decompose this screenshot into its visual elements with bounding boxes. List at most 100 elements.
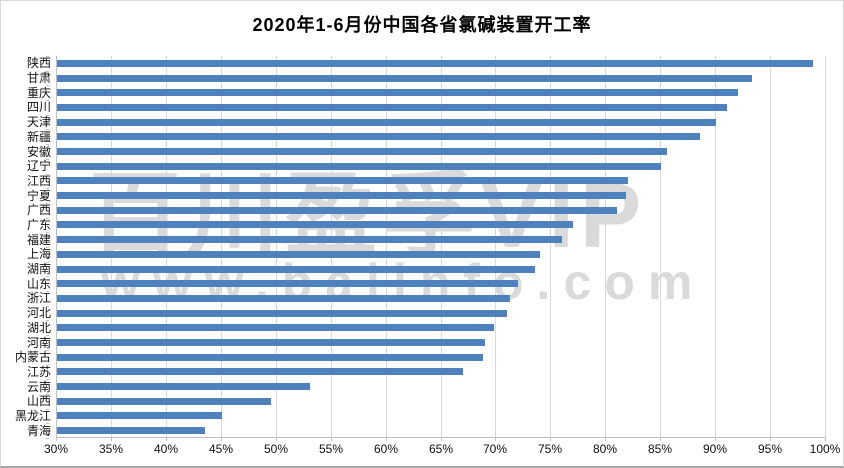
y-axis-label: 四川: [26, 100, 51, 114]
y-axis-label: 黑龙江: [14, 409, 51, 423]
x-axis-label: 50%: [263, 442, 289, 456]
x-axis-tick: [331, 438, 332, 441]
y-axis-label: 湖北: [26, 321, 51, 335]
y-axis-label: 云南: [26, 380, 51, 394]
x-axis-tick: [56, 438, 57, 441]
gridline: [660, 56, 661, 438]
gridline: [715, 56, 716, 438]
bar: [57, 310, 507, 317]
y-axis-tick: [46, 247, 49, 248]
bar: [57, 60, 813, 67]
y-axis-label: 宁夏: [26, 189, 51, 203]
bar: [57, 75, 752, 82]
y-axis-label: 福建: [26, 233, 51, 247]
y-axis-label: 安徽: [26, 145, 51, 159]
bar: [57, 266, 535, 273]
y-axis-tick: [46, 159, 49, 160]
gridline: [605, 56, 606, 438]
y-axis-label: 上海: [26, 247, 51, 261]
y-axis-tick: [46, 306, 49, 307]
y-axis-tick: [46, 129, 49, 130]
y-axis-line: [56, 56, 57, 438]
x-axis-label: 30%: [43, 442, 69, 456]
y-axis-label: 青海: [26, 424, 51, 438]
y-axis-tick: [46, 115, 49, 116]
x-axis-label: 35%: [98, 442, 124, 456]
x-axis-tick: [715, 438, 716, 441]
y-axis-label: 河北: [26, 306, 51, 320]
bar: [57, 133, 700, 140]
y-axis-label: 浙江: [26, 291, 51, 305]
x-axis-label: 40%: [153, 442, 179, 456]
x-axis-tick: [221, 438, 222, 441]
y-axis-labels: 陕西 甘肃 重庆 四川 天津 新疆 安徽 辽宁 江西 宁夏 广西 广东 福建 上海 湖南 山东 浙江 河北 湖北 河南…: [1, 56, 51, 439]
x-axis-tick: [660, 438, 661, 441]
bar: [57, 368, 463, 375]
y-axis-label: 山西: [26, 394, 51, 408]
gridline: [441, 56, 442, 438]
gridline: [495, 56, 496, 438]
x-axis-label: 85%: [647, 442, 673, 456]
bar: [57, 251, 540, 258]
bar: [57, 177, 628, 184]
x-axis-tick: [441, 438, 442, 441]
x-axis-label: 95%: [757, 442, 783, 456]
y-axis-label: 陕西: [26, 56, 51, 70]
bar: [57, 398, 271, 405]
y-axis-tick: [46, 262, 49, 263]
y-axis-label: 江苏: [26, 365, 51, 379]
y-axis-tick: [46, 350, 49, 351]
y-axis-tick: [46, 203, 49, 204]
y-axis-label: 甘肃: [26, 71, 51, 85]
x-axis-label: 75%: [537, 442, 563, 456]
y-axis-label: 河南: [26, 336, 51, 350]
y-axis-tick: [46, 365, 49, 366]
x-axis-tick: [770, 438, 771, 441]
bar: [57, 221, 573, 228]
y-axis-label: 内蒙古: [14, 350, 51, 364]
x-axis-label: 45%: [208, 442, 234, 456]
gridline: [770, 56, 771, 438]
chart-title: 2020年1-6月份中国各省氯碱装置开工率: [252, 15, 592, 35]
bar: [57, 207, 617, 214]
bar: [57, 148, 667, 155]
x-axis-tick: [386, 438, 387, 441]
bar: [57, 119, 716, 126]
y-axis-tick: [46, 335, 49, 336]
gridline: [221, 56, 222, 438]
x-axis-label: 80%: [592, 442, 618, 456]
y-axis-tick: [46, 144, 49, 145]
gridline: [111, 56, 112, 438]
bar: [57, 89, 738, 96]
x-axis-label: 65%: [428, 442, 454, 456]
bar: [57, 339, 485, 346]
bar: [57, 280, 518, 287]
bar: [57, 324, 494, 331]
y-axis-label: 广东: [26, 218, 51, 232]
x-axis-label: 70%: [482, 442, 508, 456]
y-axis-tick: [46, 394, 49, 395]
y-axis-label: 辽宁: [26, 159, 51, 173]
gridline: [166, 56, 167, 438]
y-axis-label: 新疆: [26, 130, 51, 144]
y-axis-tick: [46, 423, 49, 424]
y-axis-tick: [46, 188, 49, 189]
x-axis-tick: [111, 438, 112, 441]
y-axis-label: 山东: [26, 277, 51, 291]
x-axis-label: 100%: [809, 442, 841, 456]
bar: [57, 104, 727, 111]
bar: [57, 354, 483, 361]
gridline: [550, 56, 551, 438]
y-axis-tick: [46, 409, 49, 410]
x-axis-label: 90%: [702, 442, 728, 456]
bar: [57, 383, 310, 390]
plot-area: [56, 56, 826, 438]
gridline: [276, 56, 277, 438]
y-axis-tick: [46, 56, 49, 57]
y-axis-tick: [46, 218, 49, 219]
gridline: [386, 56, 387, 438]
x-axis-tick: [276, 438, 277, 441]
x-axis-label: 55%: [318, 442, 344, 456]
bar: [57, 412, 222, 419]
